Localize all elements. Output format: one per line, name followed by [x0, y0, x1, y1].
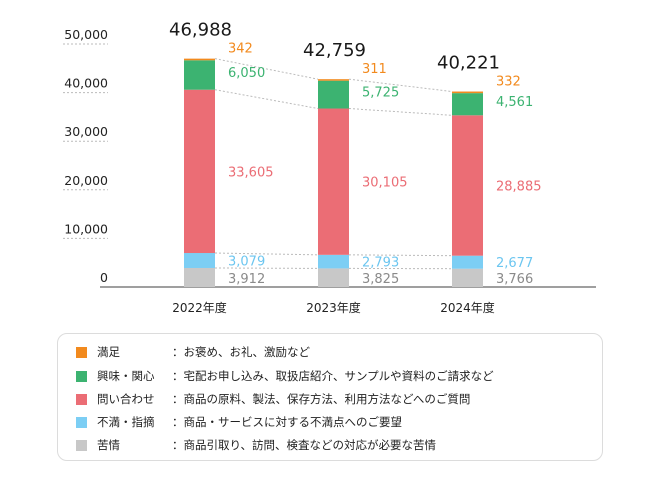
y-tick-label: 40,000 [64, 76, 108, 91]
legend-label: 不満・指摘 [97, 415, 155, 429]
y-tick-label: 20,000 [64, 173, 108, 188]
data-label: 5,725 [362, 86, 399, 101]
legend-label: 満足 [97, 345, 120, 359]
legend-swatch [76, 416, 87, 428]
legend-swatch [76, 439, 87, 451]
bar-segment [184, 60, 215, 90]
bar-segment [452, 91, 483, 94]
legend-item: 不満・指摘 ：商品・サービスに対する不満点へのご要望 [76, 414, 402, 430]
y-tick-label: 0 [100, 270, 108, 285]
total-label: 42,759 [303, 40, 366, 61]
bar-segment [184, 58, 215, 61]
legend-label: 苦情 [97, 438, 120, 452]
legend-item: 興味・関心 ：宅配お申し込み、取扱店紹介、サンプルや資料のご請求など [76, 368, 494, 384]
legend-item: 満足 ：お褒め、お礼、激励など [76, 344, 310, 360]
data-label: 342 [228, 42, 253, 57]
bar-segment [452, 115, 483, 256]
bar-segment [318, 254, 349, 269]
legend-desc: ：商品・サービスに対する不満点へのご要望 [172, 415, 402, 429]
legend-swatch [76, 346, 87, 358]
bar-segment [452, 268, 483, 287]
legend-swatch [76, 393, 87, 405]
y-tick-label: 30,000 [64, 124, 108, 139]
bar-segment [184, 253, 215, 268]
connector-line [214, 252, 319, 256]
legend-desc: ：宅配お申し込み、取扱店紹介、サンプルや資料のご請求など [172, 369, 494, 383]
data-label: 3,912 [228, 272, 265, 287]
data-label: 332 [496, 75, 521, 90]
x-tick-label: 2022年度 [172, 300, 227, 315]
total-label: 40,221 [437, 53, 500, 74]
data-label: 28,885 [496, 179, 542, 194]
legend-item: 苦情 ：商品引取り、訪問、検査などの対応が必要な苦情 [76, 437, 436, 453]
connector-line [348, 108, 453, 116]
data-label: 30,105 [362, 176, 408, 191]
bar-segment [184, 89, 215, 254]
data-label: 33,605 [228, 165, 274, 180]
legend-desc: ：お褒め、お礼、激励など [172, 345, 310, 359]
bar-segment [318, 79, 349, 81]
connector-line [214, 58, 319, 80]
data-label: 3,825 [362, 272, 399, 287]
bar-segment [184, 267, 215, 287]
total-label: 46,988 [169, 20, 232, 41]
data-label: 4,561 [496, 95, 533, 110]
x-tick-label: 2023年度 [306, 300, 361, 315]
legend: 満足 ：お褒め、お礼、激励など 興味・関心 ：宅配お申し込み、取扱店紹介、サンプルや… [57, 333, 603, 461]
bar-segment [452, 93, 483, 116]
legend-desc: ：商品引取り、訪問、検査などの対応が必要な苦情 [172, 438, 437, 452]
bar-segment [452, 255, 483, 269]
data-label: 3,079 [228, 255, 265, 270]
connector-line [214, 89, 319, 110]
legend-item: 問い合わせ ：商品の原料、製法、保存方法、利用方法などへのご質問 [76, 391, 470, 407]
legend-swatch [76, 370, 87, 382]
connector-line [348, 78, 453, 93]
stacked-bar-chart: 0 10,000 20,000 30,000 40,000 50,000 3,912 3,07… [63, 20, 596, 315]
y-tick-label: 50,000 [64, 27, 108, 42]
legend-label: 興味・関心 [97, 369, 155, 383]
y-tick-label: 10,000 [64, 221, 108, 236]
bar-segment [318, 108, 349, 255]
connector-line [348, 254, 453, 257]
data-label: 2,793 [362, 256, 399, 271]
data-label: 311 [362, 62, 387, 77]
legend-label: 問い合わせ [97, 392, 155, 406]
legend-desc: ：商品の原料、製法、保存方法、利用方法などへのご質問 [172, 392, 471, 406]
data-label: 6,050 [228, 66, 265, 81]
bar-segment [318, 268, 349, 287]
data-label: 2,677 [496, 256, 533, 271]
x-tick-label: 2024年度 [440, 300, 495, 315]
bar-segment [318, 80, 349, 109]
data-label: 3,766 [496, 272, 533, 287]
